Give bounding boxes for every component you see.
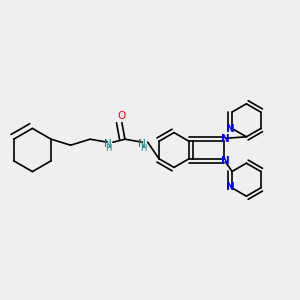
Text: H: H [140,144,147,153]
Text: O: O [118,111,126,121]
Text: N: N [138,139,146,149]
Text: N: N [103,139,111,149]
Text: N: N [226,182,235,192]
Text: N: N [221,134,230,144]
Text: N: N [221,156,230,166]
Text: H: H [106,144,112,153]
Text: N: N [226,124,235,134]
